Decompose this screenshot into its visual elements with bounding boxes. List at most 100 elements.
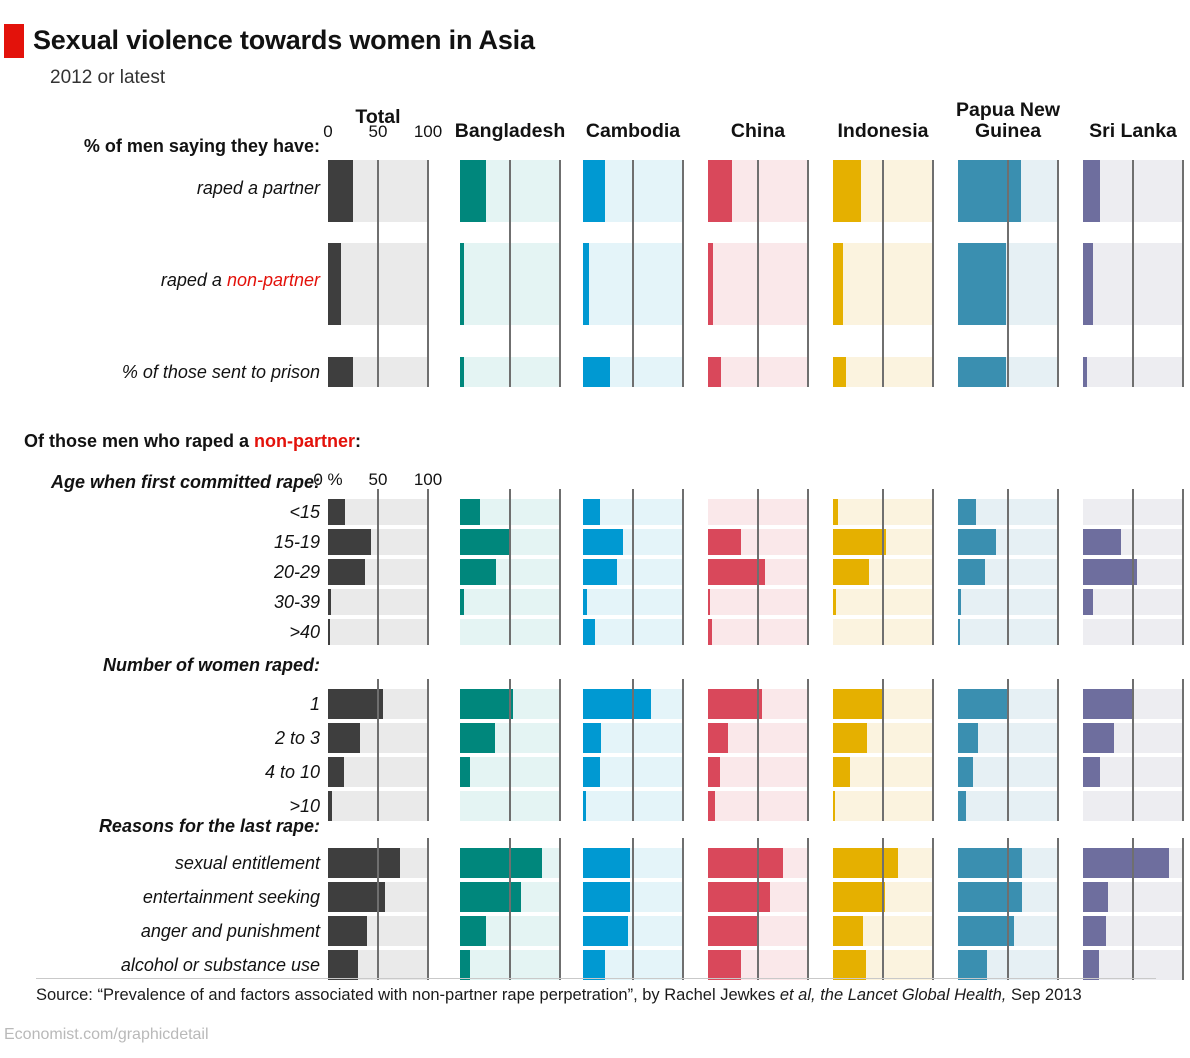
gridline	[682, 489, 684, 645]
gridline	[682, 679, 684, 821]
gridline	[509, 489, 511, 645]
bar-bangladesh-anger-and-punishment	[460, 916, 486, 946]
bar-total-alcohol-or-substance-use	[328, 950, 358, 980]
gridline	[1132, 838, 1134, 980]
bar-cambodia--15	[583, 499, 600, 525]
bar-indonesia-raped-a-non-partner	[833, 243, 843, 325]
bar-indonesia-15-19	[833, 529, 886, 555]
row-label-raped-nonpartner: raped a non-partner	[160, 270, 320, 290]
panel-header-cambodia: Cambodia	[585, 120, 681, 142]
bar-papua-new-guinea-4-to-10	[958, 757, 973, 787]
gridline	[427, 679, 429, 821]
row-label-number-1: 2 to 3	[274, 728, 320, 748]
gridline	[932, 160, 934, 387]
bar-total-2-to-3	[328, 723, 360, 753]
bar-total-raped-a-partner	[328, 160, 353, 222]
bar-sri-lanka-sexual-entitlement	[1083, 848, 1169, 878]
bar-papua-new-guinea--15	[958, 499, 976, 525]
bar-sri-lanka-2-to-3	[1083, 723, 1114, 753]
row-label-number-3: >10	[289, 796, 320, 816]
gridline	[632, 160, 634, 387]
bar-indonesia-30-39	[833, 589, 836, 615]
row-label-number-0: 1	[309, 694, 320, 714]
gridline	[1132, 160, 1134, 387]
row-label-prison: % of those sent to prison	[121, 362, 320, 382]
gridline	[377, 489, 379, 645]
gridline	[1182, 489, 1184, 645]
row-label-reason-3: alcohol or substance use	[120, 955, 320, 975]
gridline	[427, 489, 429, 645]
gridline	[682, 838, 684, 980]
gridline	[509, 160, 511, 387]
bar-total-entertainment-seeking	[328, 882, 385, 912]
gridline	[377, 838, 379, 980]
panel-header-sri-lanka: Sri Lanka	[1089, 120, 1177, 142]
bar-total--of-those-sent-to-prison	[328, 357, 353, 387]
bar-bangladesh-raped-a-non-partner	[460, 243, 464, 325]
row-label-age-2: 20-29	[273, 562, 320, 582]
bar-indonesia--10	[833, 791, 835, 821]
bar-cambodia--40	[583, 619, 595, 645]
bar-cambodia-4-to-10	[583, 757, 600, 787]
gridline	[807, 160, 809, 387]
bar-sri-lanka-20-29	[1083, 559, 1137, 585]
panel-header-china: China	[730, 120, 786, 142]
bar-sri-lanka-15-19	[1083, 529, 1121, 555]
bar-indonesia-entertainment-seeking	[833, 882, 885, 912]
gridline	[1007, 489, 1009, 645]
brand-accent-bar	[4, 24, 24, 58]
axis-tick-top-1: 50	[368, 122, 388, 141]
gridline	[377, 160, 379, 387]
gridline	[757, 160, 759, 387]
bar-cambodia-sexual-entitlement	[583, 848, 630, 878]
bar-indonesia-anger-and-punishment	[833, 916, 863, 946]
gridline	[1057, 679, 1059, 821]
axis-tick-lower-0: 0 %	[313, 470, 343, 489]
bar-cambodia-raped-a-partner	[583, 160, 605, 222]
bar-total-raped-a-non-partner	[328, 243, 341, 325]
gridline	[559, 838, 561, 980]
gridline	[1057, 489, 1059, 645]
bar-cambodia-alcohol-or-substance-use	[583, 950, 605, 980]
bar-china-sexual-entitlement	[708, 848, 783, 878]
axis-tick-top-2: 100	[413, 122, 443, 141]
axis-tick-lower-2: 100	[413, 470, 443, 489]
bar-cambodia-anger-and-punishment	[583, 916, 628, 946]
bar-total-15-19	[328, 529, 371, 555]
row-label-raped-partner: raped a partner	[196, 178, 320, 198]
bar-papua-new-guinea-1	[958, 689, 1007, 719]
gridline	[1182, 838, 1184, 980]
gridline	[882, 679, 884, 821]
gridline	[932, 679, 934, 821]
bar-china-4-to-10	[708, 757, 720, 787]
panel-header-total: Total	[355, 106, 401, 128]
gridline	[509, 838, 511, 980]
bar-cambodia--10	[583, 791, 586, 821]
bar-bangladesh-1	[460, 689, 513, 719]
bar-bangladesh--of-those-sent-to-prison	[460, 357, 464, 387]
section1-title: % of men saying they have:	[83, 136, 320, 156]
age-group-label: Age when first committed rape:	[50, 472, 320, 492]
bar-papua-new-guinea-2-to-3	[958, 723, 978, 753]
axis-tick-top-0: 0	[323, 122, 333, 141]
bar-bangladesh-entertainment-seeking	[460, 882, 521, 912]
bar-china-2-to-3	[708, 723, 728, 753]
bar-bangladesh-sexual-entitlement	[460, 848, 542, 878]
bar-sri-lanka-raped-a-non-partner	[1083, 243, 1093, 325]
bar-papua-new-guinea-raped-a-partner	[958, 160, 1021, 222]
bar-china-alcohol-or-substance-use	[708, 950, 741, 980]
bar-sri-lanka-anger-and-punishment	[1083, 916, 1106, 946]
gridline	[559, 679, 561, 821]
page-subtitle: 2012 or latest	[50, 67, 166, 88]
bar-indonesia-20-29	[833, 559, 869, 585]
bar-papua-new-guinea-entertainment-seeking	[958, 882, 1022, 912]
gridline	[882, 489, 884, 645]
panel-header-papua-new-guinea: Papua New Guinea	[955, 99, 1061, 142]
bar-indonesia-4-to-10	[833, 757, 850, 787]
panel-header-indonesia: Indonesia	[837, 120, 929, 142]
gridline	[1057, 838, 1059, 980]
bar-china-anger-and-punishment	[708, 916, 759, 946]
gridline	[932, 838, 934, 980]
gridline	[1132, 679, 1134, 821]
